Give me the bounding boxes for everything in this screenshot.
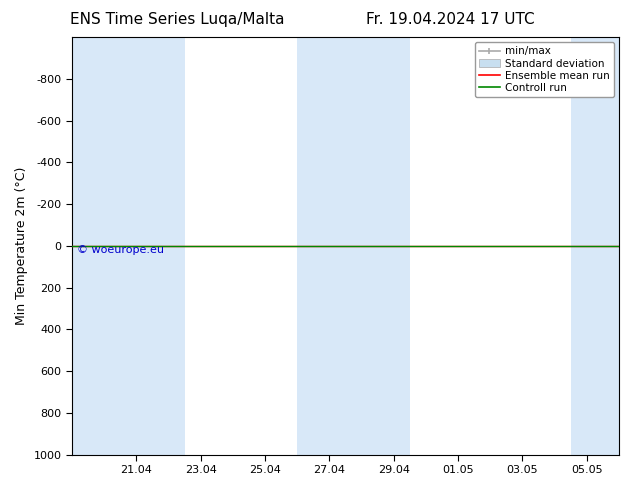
Bar <box>571 37 619 455</box>
Legend: min/max, Standard deviation, Ensemble mean run, Controll run: min/max, Standard deviation, Ensemble me… <box>475 42 614 97</box>
Bar <box>136 37 184 455</box>
Bar <box>361 37 410 455</box>
Bar <box>72 37 136 455</box>
Text: © woeurope.eu: © woeurope.eu <box>77 245 164 255</box>
Text: ENS Time Series Luqa/Malta: ENS Time Series Luqa/Malta <box>70 12 285 27</box>
Bar <box>297 37 361 455</box>
Text: Fr. 19.04.2024 17 UTC: Fr. 19.04.2024 17 UTC <box>366 12 534 27</box>
Y-axis label: Min Temperature 2m (°C): Min Temperature 2m (°C) <box>15 167 28 325</box>
